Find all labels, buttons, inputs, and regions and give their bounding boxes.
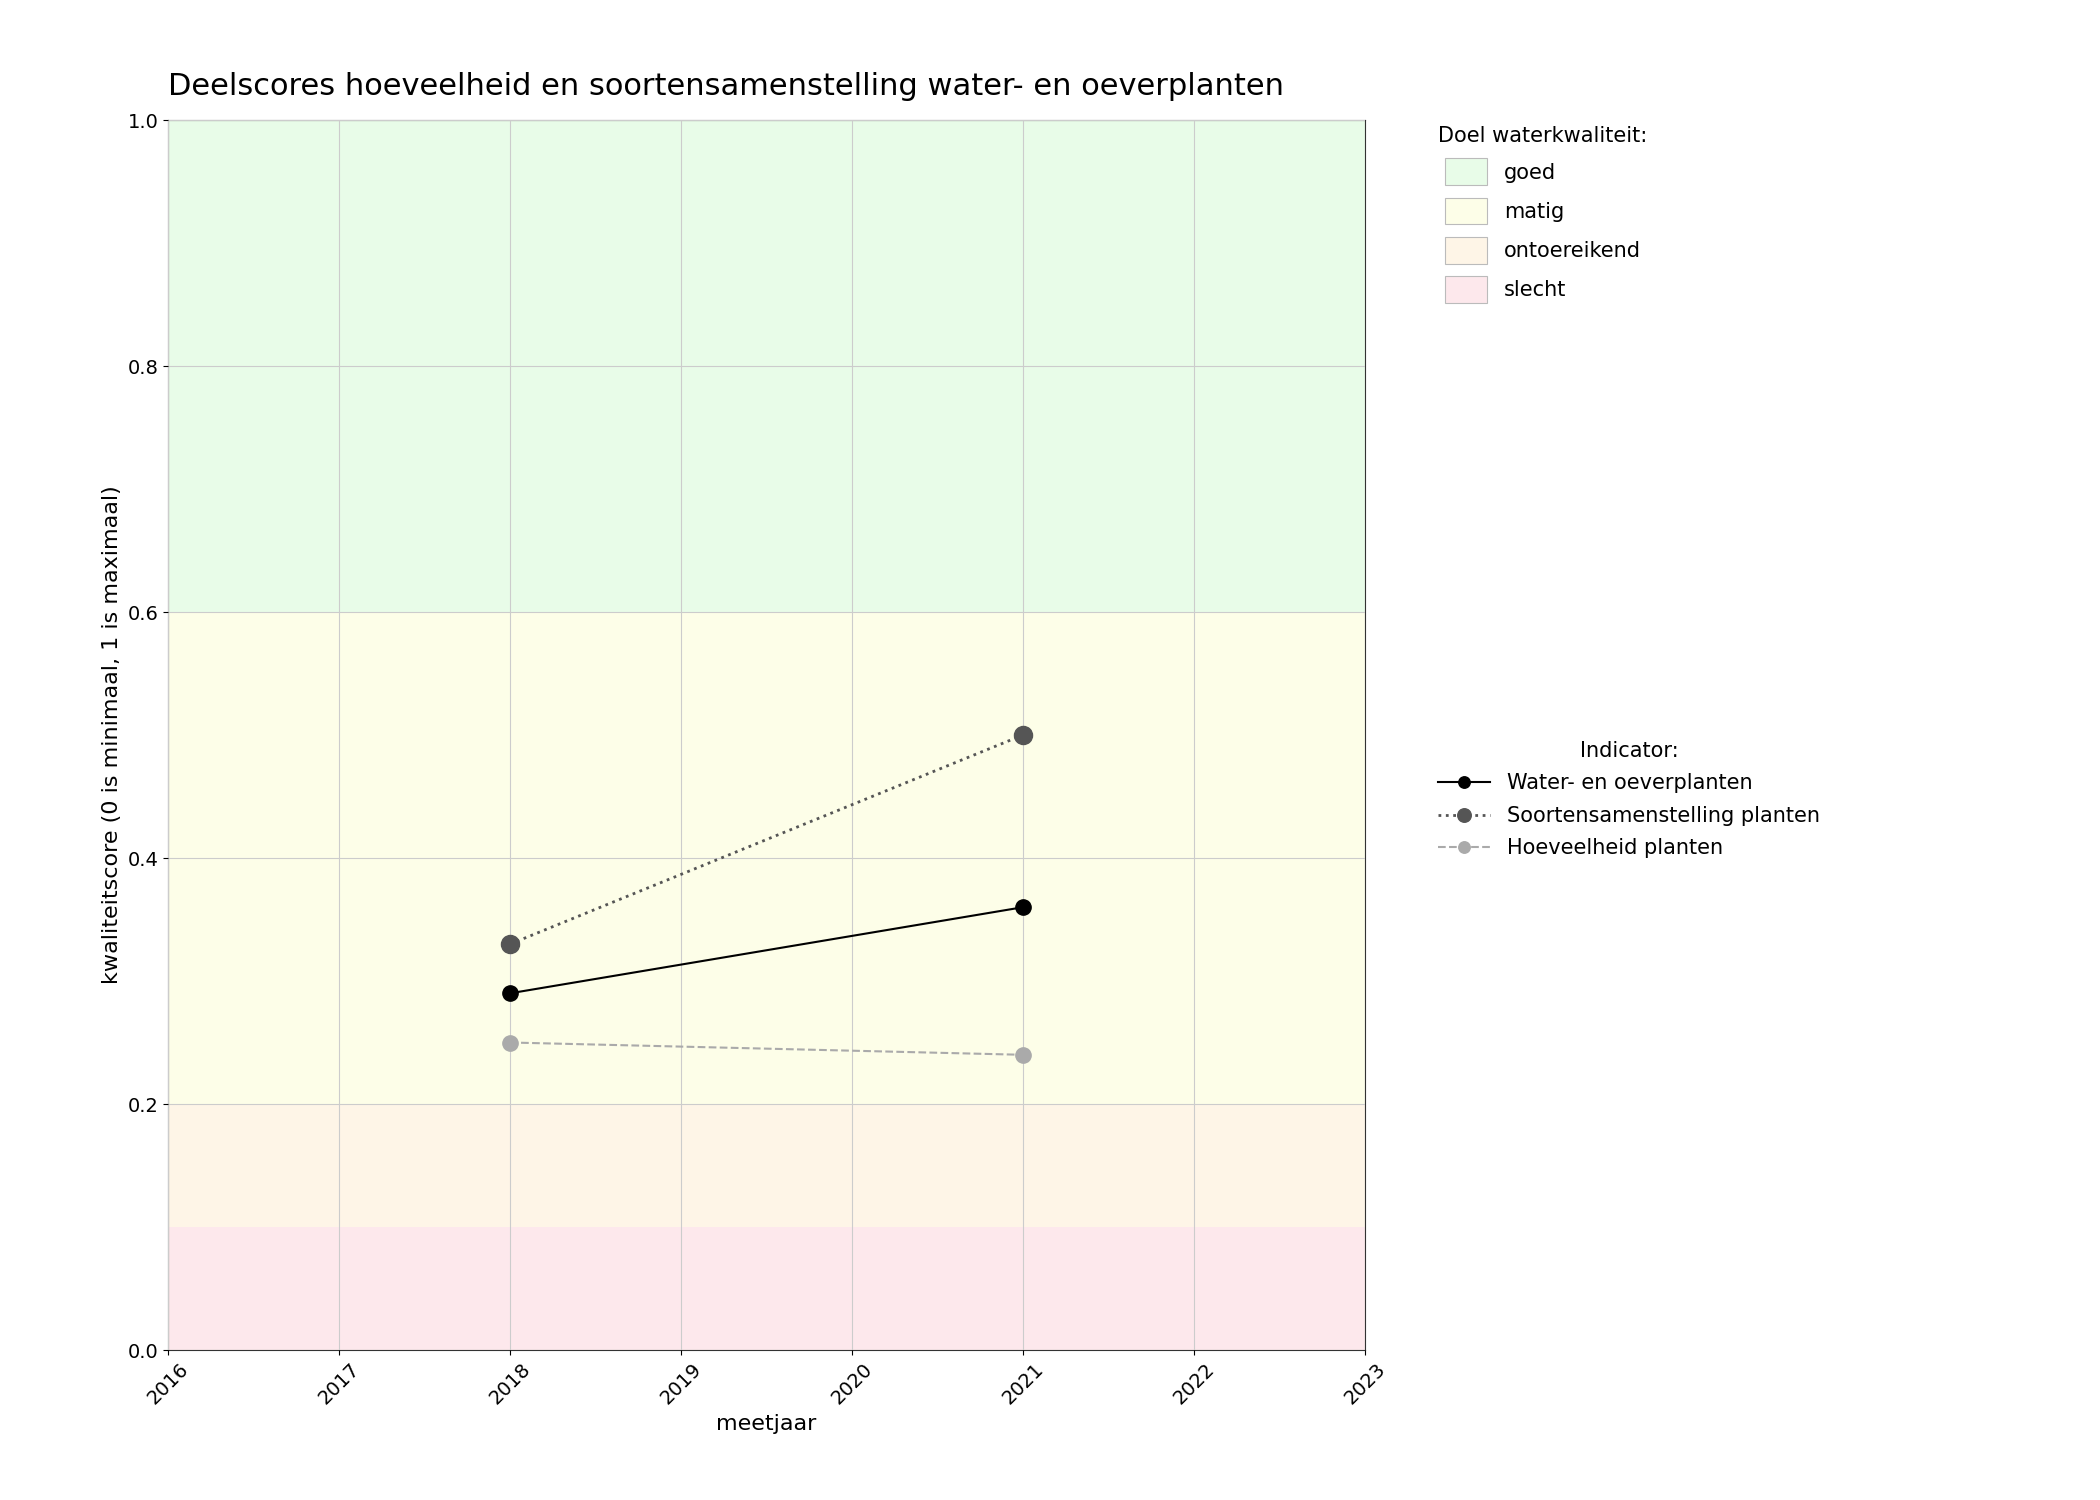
Soortensamenstelling planten	[498, 934, 523, 952]
Line: Hoeveelheid planten: Hoeveelheid planten	[502, 1035, 1031, 1062]
Bar	[168, 1227, 1365, 1350]
Y-axis label: kwaliteitscore (0 is minimaal, 1 is maximaal): kwaliteitscore (0 is minimaal, 1 is maxi…	[101, 486, 122, 984]
Bar	[168, 120, 1365, 612]
Bar	[168, 1104, 1365, 1227]
Line: Water- en oeverplanten: Water- en oeverplanten	[502, 900, 1031, 1001]
Legend: goed, matig, ontoereikend, slecht: goed, matig, ontoereikend, slecht	[1428, 116, 1659, 314]
Line: Soortensamenstelling planten: Soortensamenstelling planten	[502, 726, 1031, 952]
Legend: Water- en oeverplanten, Soortensamenstelling planten, Hoeveelheid planten: Water- en oeverplanten, Soortensamenstel…	[1428, 730, 1831, 868]
Hoeveelheid planten	[498, 1034, 523, 1052]
Bar	[168, 612, 1365, 1104]
Hoeveelheid planten	[1010, 1046, 1035, 1064]
Water- en oeverplanten	[498, 984, 523, 1002]
Soortensamenstelling planten	[1010, 726, 1035, 744]
X-axis label: meetjaar: meetjaar	[716, 1413, 817, 1434]
Text: Deelscores hoeveelheid en soortensamenstelling water- en oeverplanten: Deelscores hoeveelheid en soortensamenst…	[168, 72, 1283, 100]
Water- en oeverplanten	[1010, 898, 1035, 916]
